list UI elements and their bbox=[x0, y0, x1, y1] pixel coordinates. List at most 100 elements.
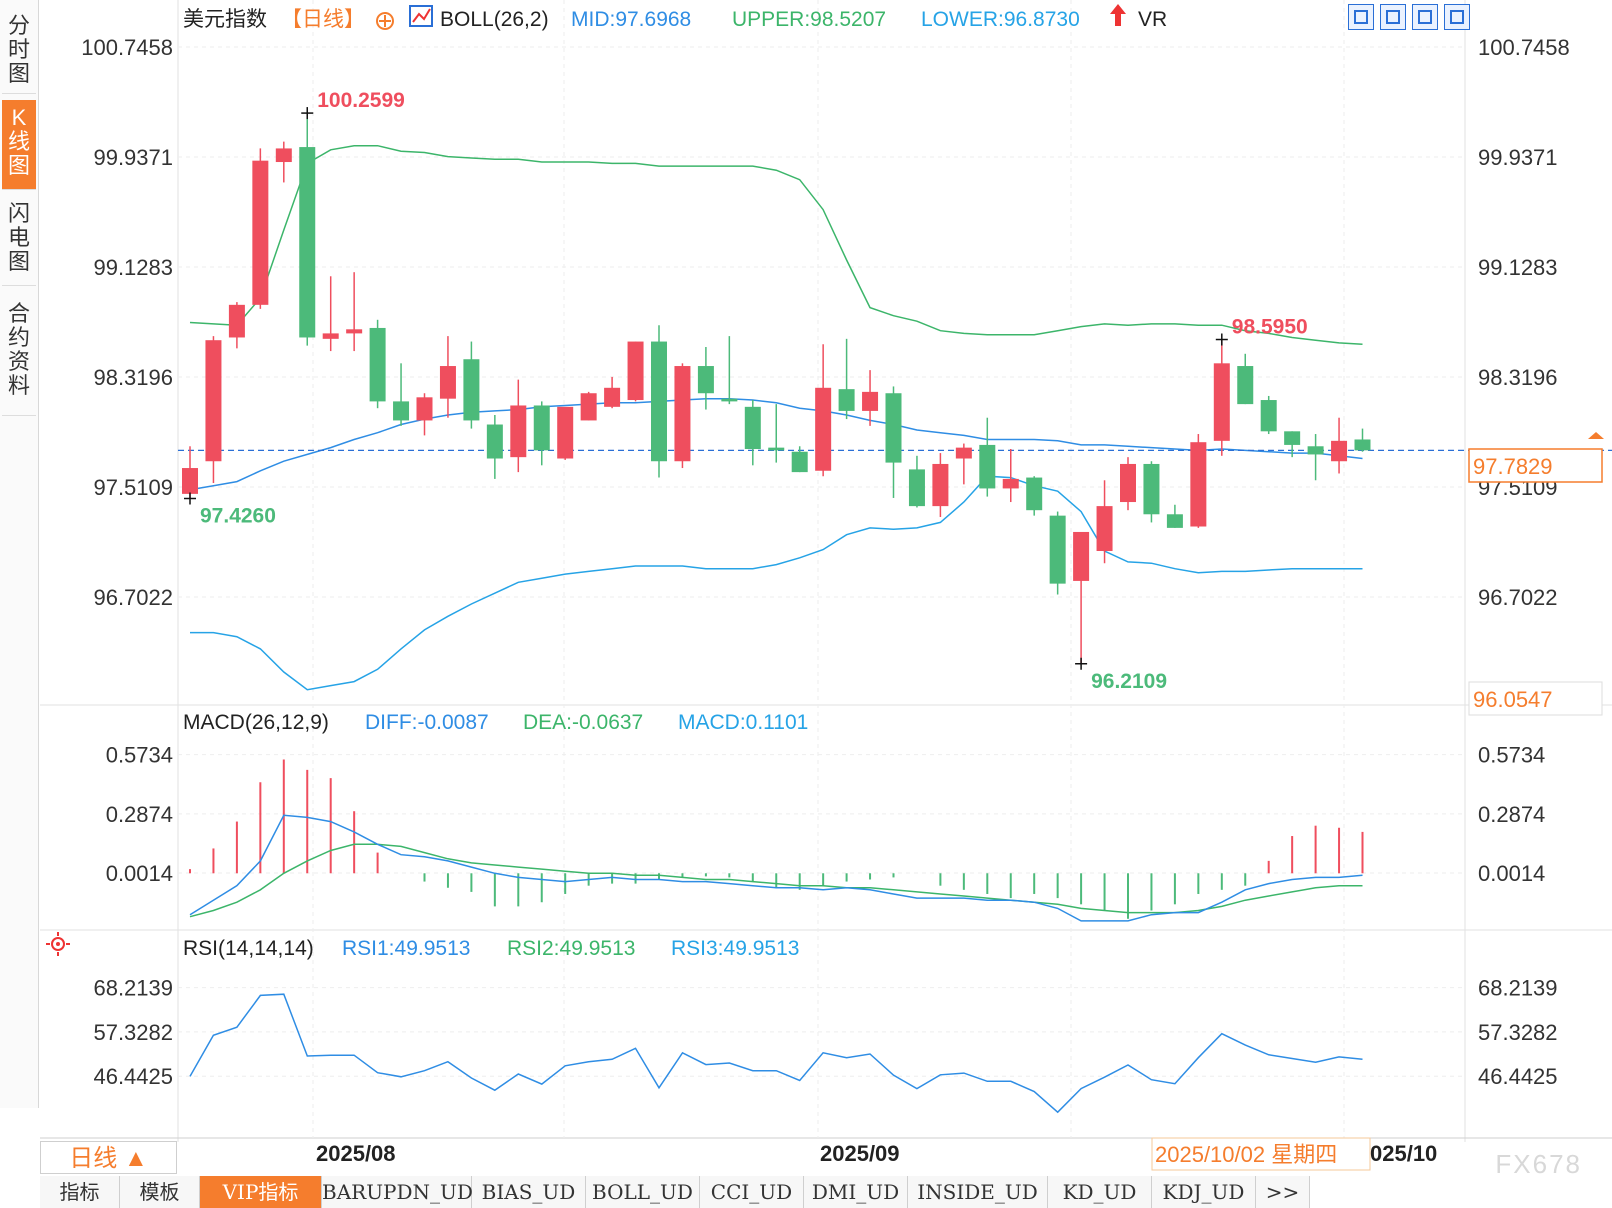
candle-body bbox=[1354, 439, 1371, 451]
candle-body bbox=[885, 393, 902, 463]
candle-body bbox=[533, 405, 550, 451]
axis-bottom-label: 96.0547 bbox=[1473, 687, 1553, 712]
extreme-label: 100.2599 bbox=[317, 89, 405, 112]
boll-name: BOLL(26,2) bbox=[440, 8, 549, 31]
indicator-tab-bias-ud[interactable]: BIAS_UD bbox=[472, 1176, 586, 1208]
rsi-name: RSI(14,14,14) bbox=[183, 937, 314, 960]
axis-bottom-marker: 96.0547 bbox=[1468, 681, 1603, 716]
indicator-tab-inside-ud[interactable]: INSIDE_UD bbox=[908, 1176, 1048, 1208]
candle-body bbox=[1096, 506, 1113, 551]
candle-body bbox=[1190, 442, 1207, 527]
indicator-tab-kd-ud[interactable]: KD_UD bbox=[1048, 1176, 1152, 1208]
indicator-tab--[interactable]: 模板 bbox=[120, 1176, 200, 1208]
price-tick-left: 98.3196 bbox=[93, 365, 173, 390]
indicator-chart-icon[interactable] bbox=[409, 5, 433, 27]
indicator-switch-icon[interactable] bbox=[1110, 4, 1126, 26]
period-selector[interactable]: 日线 ▲ bbox=[40, 1141, 177, 1174]
zoom-out-icon[interactable] bbox=[1412, 4, 1438, 30]
candle-body bbox=[674, 366, 691, 462]
date-label-sep: 2025/09 bbox=[820, 1141, 900, 1166]
candle-body bbox=[1260, 400, 1277, 432]
macd-dif-line bbox=[189, 814, 1363, 922]
macd-tick-right: 0.2874 bbox=[1478, 802, 1545, 827]
tab-contract-info[interactable]: 合约资料 bbox=[2, 296, 36, 416]
vr-indicator[interactable]: VR bbox=[1138, 8, 1167, 31]
boll-lower-value: LOWER:96.8730 bbox=[921, 8, 1080, 31]
price-tick-right: 98.3196 bbox=[1478, 365, 1558, 390]
candle-body bbox=[299, 147, 316, 338]
candle-body bbox=[1284, 431, 1301, 445]
indicator-tab-boll-ud[interactable]: BOLL_UD bbox=[586, 1176, 700, 1208]
candle-body bbox=[721, 398, 738, 402]
candle-body bbox=[768, 447, 785, 451]
candle-body bbox=[1213, 363, 1230, 441]
candle-body bbox=[1120, 463, 1136, 503]
zoom-in-icon[interactable] bbox=[1380, 4, 1406, 30]
candle-body bbox=[252, 160, 269, 305]
candle-body bbox=[346, 329, 363, 334]
current-price-label: 97.7829 bbox=[1473, 454, 1553, 479]
candle-body bbox=[955, 447, 972, 459]
candle-body bbox=[393, 401, 410, 421]
candle-body bbox=[604, 387, 621, 407]
indicator-tab-cci-ud[interactable]: CCI_UD bbox=[700, 1176, 804, 1208]
candle-body bbox=[228, 304, 245, 338]
rsi-settings-icon[interactable] bbox=[46, 932, 70, 956]
candle-body bbox=[1143, 463, 1160, 515]
move-right-icon[interactable] bbox=[1444, 4, 1470, 30]
boll-upper-value: UPPER:98.5207 bbox=[732, 8, 886, 31]
indicator-tab-kdj-ud[interactable]: KDJ_UD bbox=[1152, 1176, 1256, 1208]
crosshair-tool-icon[interactable] bbox=[1348, 4, 1374, 30]
crosshair-date-box bbox=[1151, 1137, 1371, 1171]
settings-icon[interactable] bbox=[376, 12, 394, 30]
rsi-axis: 68.2139 68.2139 57.3282 57.3282 46.4425 46.44… bbox=[93, 976, 1557, 1090]
candle-body bbox=[697, 366, 714, 394]
indicator-tab-dmi-ud[interactable]: DMI_UD bbox=[804, 1176, 908, 1208]
candle-body bbox=[1026, 477, 1043, 511]
candle-body bbox=[979, 444, 996, 489]
indicator-tab--[interactable]: 指标 bbox=[40, 1176, 120, 1208]
extreme-label: 98.5950 bbox=[1232, 316, 1308, 339]
current-price-marker: 97.7829 bbox=[1468, 432, 1604, 483]
candle-body bbox=[1073, 531, 1090, 581]
candle-body bbox=[369, 327, 386, 402]
macd-tick-left: 0.2874 bbox=[106, 802, 173, 827]
indicator-tab-bar: 指标 模板 VIP指标 BARUPDN_UD BIAS_UD BOLL_UD CCI_UD D… bbox=[40, 1176, 1612, 1208]
candle-body bbox=[838, 389, 855, 411]
candle-body bbox=[557, 406, 574, 459]
extreme-label: 96.2109 bbox=[1091, 670, 1167, 693]
price-axis: 100.7458 100.7458 99.9371 99.9371 99.1283 99.… bbox=[81, 35, 1570, 610]
candle-body bbox=[1049, 515, 1066, 584]
price-tick-right: 96.7022 bbox=[1478, 585, 1558, 610]
price-tick-left: 96.7022 bbox=[93, 585, 173, 610]
macd-tick-left: 0.5734 bbox=[106, 743, 173, 768]
tab-time-chart[interactable]: 分时图 bbox=[2, 8, 36, 94]
indicator-tab-barupdn-ud[interactable]: BARUPDN_UD bbox=[322, 1176, 473, 1208]
rsi-tick-right: 68.2139 bbox=[1478, 976, 1558, 1001]
extreme-label: 97.4260 bbox=[200, 505, 276, 528]
tab-flash-chart[interactable]: 闪电图 bbox=[2, 196, 36, 286]
boll-mid-value: MID:97.6968 bbox=[571, 8, 691, 31]
candle-body bbox=[1166, 514, 1183, 528]
grid bbox=[40, 0, 1612, 1142]
macd-dea-value: DEA:-0.0637 bbox=[523, 711, 643, 734]
candle-body bbox=[205, 340, 222, 462]
candle-body bbox=[651, 341, 667, 462]
macd-tick-left: 0.0014 bbox=[106, 861, 173, 886]
indicator-tab-vip-[interactable]: VIP指标 bbox=[200, 1176, 322, 1208]
macd-hist-value: MACD:0.1101 bbox=[678, 711, 808, 734]
candle-body bbox=[275, 148, 292, 163]
rsi-tick-right: 46.4425 bbox=[1478, 1064, 1558, 1089]
boll-lower-line bbox=[190, 475, 1363, 691]
rsi-tick-left: 57.3282 bbox=[93, 1020, 173, 1045]
candle-body bbox=[815, 387, 832, 471]
candle-body bbox=[908, 469, 925, 507]
rsi-tick-right: 57.3282 bbox=[1478, 1020, 1558, 1045]
rsi1-value: RSI1:49.9513 bbox=[342, 937, 470, 960]
indicator-tab--[interactable]: >> bbox=[1256, 1176, 1310, 1208]
macd-diff-value: DIFF:-0.0087 bbox=[365, 711, 489, 734]
candle-body bbox=[322, 333, 339, 339]
